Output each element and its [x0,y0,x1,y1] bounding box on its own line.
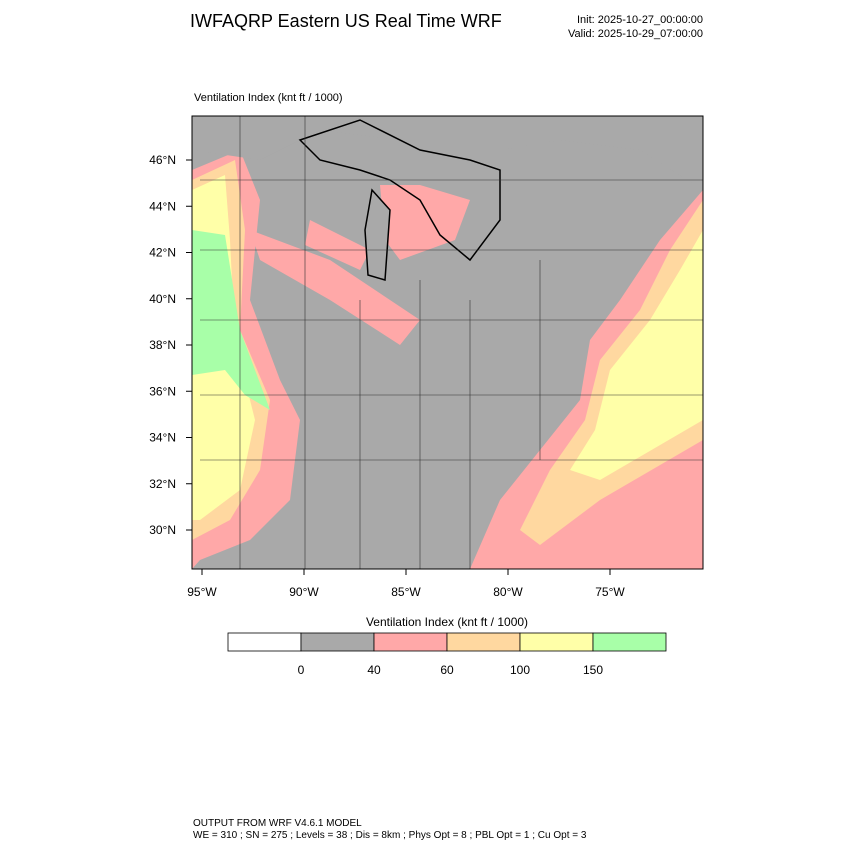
colorbar-swatch [592,632,667,652]
map-frame [191,115,704,570]
colorbar-label: 40 [367,663,381,677]
colorbar-swatch [373,632,448,652]
colorbar-swatch [446,632,521,652]
ocean-region [570,230,703,480]
lon-label: 75°W [595,585,625,599]
ocean-region [470,190,703,569]
colorbar-label: 150 [583,663,603,677]
lon-label: 95°W [187,585,217,599]
lat-label: 42°N [149,246,176,260]
boundaries [200,116,703,569]
footer-line: OUTPUT FROM WRF V4.6.1 MODEL [193,818,362,829]
great-lakes-outline [298,119,501,262]
colorbar-title: Ventilation Index (knt ft / 1000) [366,615,528,629]
valid-time: Valid: 2025-10-29_07:00:00 [568,28,703,40]
lon-label: 90°W [289,585,319,599]
lat-label: 40°N [149,292,176,306]
lat-label: 44°N [149,199,176,213]
footer-line: WE = 310 ; SN = 275 ; Levels = 38 ; Dis … [193,830,587,841]
lon-labels: 95°W 90°W 85°W 80°W 75°W [187,569,625,599]
colorbar-label: 60 [440,663,454,677]
region [250,230,420,345]
colorbar-swatch [227,632,302,652]
colorbar-swatch [300,632,375,652]
region [305,220,370,270]
lat-label: 46°N [149,153,176,167]
title: IWFAQRP Eastern US Real Time WRF [190,11,502,31]
lake [364,188,391,281]
colorbar-label: 100 [510,663,530,677]
colorbar-label: 0 [298,663,305,677]
lat-labels: 46°N 44°N 42°N 40°N 38°N 36°N 34°N 32°N 30°N [149,153,192,537]
colorbar: 0 40 60 100 150 [227,632,667,677]
colorbar-swatch [519,632,594,652]
lat-label: 30°N [149,523,176,537]
map [191,115,704,570]
lon-label: 85°W [391,585,421,599]
lat-label: 34°N [149,431,176,445]
lat-label: 36°N [149,384,176,398]
init-time: Init: 2025-10-27_00:00:00 [577,14,703,26]
canada [192,116,703,190]
lat-label: 32°N [149,477,176,491]
lat-label: 38°N [149,338,176,352]
lon-label: 80°W [493,585,523,599]
map-subtitle: Ventilation Index (knt ft / 1000) [194,92,343,104]
